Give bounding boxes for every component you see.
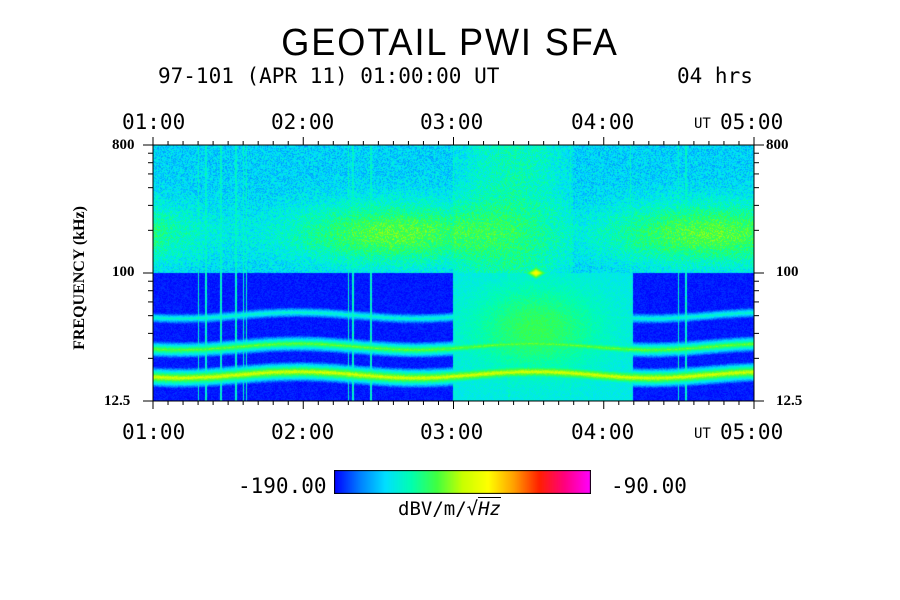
spectrogram-plot	[153, 145, 754, 401]
plot-border	[152, 144, 755, 402]
x-tick-bottom: 02:00	[271, 420, 335, 444]
y-tick-left: 800	[112, 137, 135, 153]
y-tick-right: 12.5	[776, 393, 803, 409]
x-tick-top: 01:00	[122, 110, 186, 134]
x-unit-prefix-bottom: UT	[694, 426, 711, 442]
colorbar	[334, 470, 591, 494]
y-tick-right: 100	[776, 264, 799, 280]
x-tick-bottom: 05:00	[720, 420, 784, 444]
colorbar-min-label: -190.00	[238, 474, 327, 498]
colorbar-unit-sqrt: Hz	[478, 497, 501, 520]
y-tick-right: 800	[766, 137, 789, 153]
x-tick-bottom: 03:00	[420, 420, 484, 444]
colorbar-unit-text: dBV/m/	[398, 498, 467, 520]
x-tick-bottom: 04:00	[571, 420, 635, 444]
colorbar-unit: dBV/m/√Hz	[398, 497, 501, 520]
x-unit-prefix-top: UT	[694, 116, 711, 132]
chart-title: GEOTAIL PWI SFA	[281, 22, 619, 64]
x-tick-top: 05:00	[720, 110, 784, 134]
y-tick-left: 100	[112, 264, 135, 280]
chart-subtitle-date: 97-101 (APR 11) 01:00:00 UT	[158, 64, 500, 88]
x-tick-top: 04:00	[571, 110, 635, 134]
chart-subtitle-span: 04 hrs	[677, 64, 753, 88]
colorbar-max-label: -90.00	[611, 474, 687, 498]
sqrt-symbol: √	[466, 498, 479, 520]
y-tick-left: 12.5	[104, 393, 131, 409]
x-tick-top: 03:00	[420, 110, 484, 134]
x-tick-top: 02:00	[271, 110, 335, 134]
x-tick-bottom: 01:00	[122, 420, 186, 444]
